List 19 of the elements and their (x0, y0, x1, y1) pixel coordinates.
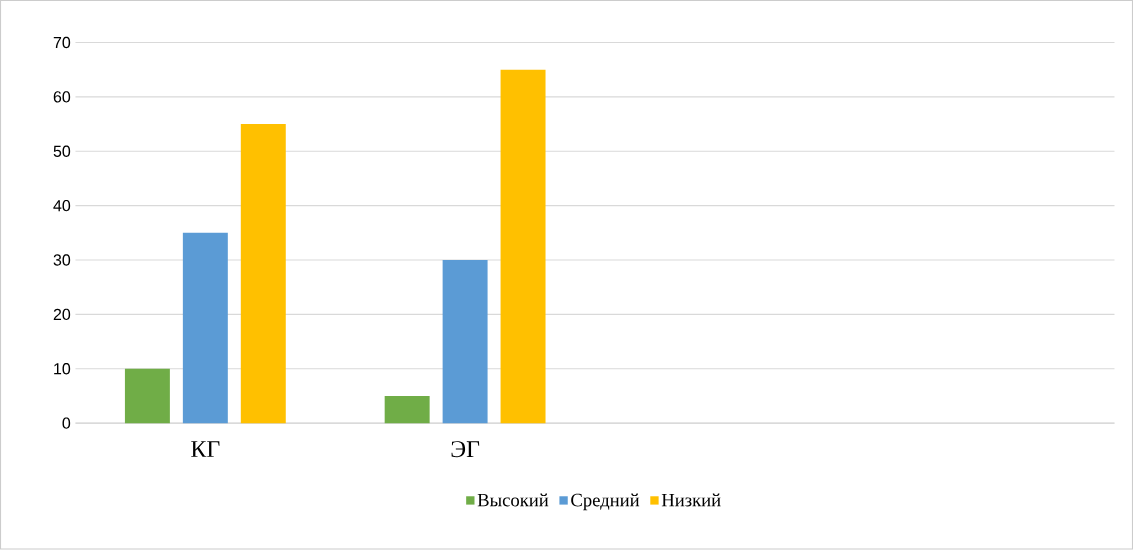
y-tick-label: 70 (53, 37, 71, 49)
y-tick-label: 20 (53, 308, 71, 321)
bar (442, 260, 488, 424)
legend-label: Низкий (661, 493, 721, 507)
bar (124, 368, 170, 424)
legend-label: Высокий (477, 493, 549, 507)
y-tick-label: 30 (53, 254, 71, 266)
legend-label: Средний (571, 493, 640, 511)
x-tick-label: КГ (191, 441, 220, 458)
y-tick-label: 60 (53, 91, 71, 103)
y-tick-label: 0 (62, 417, 71, 429)
bar (500, 69, 546, 424)
y-tick-label: 40 (53, 200, 71, 212)
y-tick-label: 50 (53, 145, 71, 158)
bar (182, 233, 228, 424)
bar (384, 396, 430, 424)
y-tick-label: 10 (54, 363, 71, 375)
bar (240, 124, 286, 424)
x-tick-label: ЭГ (451, 441, 480, 458)
